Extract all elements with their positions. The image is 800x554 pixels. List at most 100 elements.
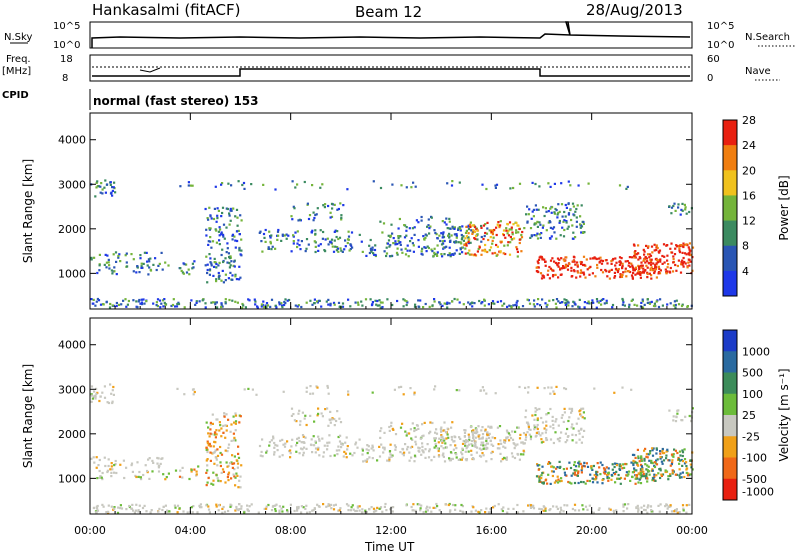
xtick-label: 16:00 bbox=[475, 524, 507, 537]
power-echo-cell bbox=[591, 272, 594, 275]
velocity-echo-cell bbox=[305, 447, 308, 450]
power-echo-cell bbox=[634, 273, 637, 276]
power-echo-cell bbox=[405, 226, 408, 229]
power-echo-cell bbox=[567, 225, 570, 228]
velocity-echo-cell bbox=[365, 448, 368, 451]
power-echo-cell bbox=[675, 244, 678, 247]
velocity-echo-cell bbox=[206, 442, 209, 445]
power-echo-cell bbox=[537, 298, 540, 301]
velocity-echo-cell bbox=[220, 471, 223, 474]
velocity-echo-cell bbox=[650, 509, 653, 512]
power-echo-cell bbox=[564, 301, 567, 304]
power-echo-cell bbox=[650, 300, 653, 303]
power-echo-cell bbox=[98, 253, 101, 256]
velocity-echo-cell bbox=[388, 429, 391, 432]
velocity-echo-cell bbox=[236, 462, 240, 465]
power-echo-cell bbox=[565, 221, 568, 224]
power-echo-cell bbox=[269, 235, 272, 238]
power-echo-cell bbox=[368, 244, 371, 247]
power-echo-cell bbox=[113, 270, 116, 273]
velocity-echo-cell bbox=[642, 475, 646, 478]
power-echo-cell bbox=[666, 270, 669, 273]
power-echo-cell bbox=[685, 253, 688, 256]
power-echo-cell bbox=[604, 268, 607, 272]
power-echo-cell bbox=[637, 264, 640, 267]
power-echo-cell bbox=[396, 242, 399, 246]
power-echo-cell bbox=[90, 298, 93, 301]
power-echo-cell bbox=[291, 180, 294, 183]
power-echo-cell bbox=[647, 301, 650, 304]
velocity-echo-cell bbox=[237, 486, 240, 489]
velocity-echo-cell bbox=[311, 451, 314, 454]
velocity-echo-cell bbox=[152, 461, 155, 464]
power-echo-cell bbox=[220, 215, 223, 218]
velocity-echo-cell bbox=[552, 441, 555, 445]
power-echo-cell bbox=[229, 255, 232, 258]
velocity-echo-cell bbox=[556, 466, 559, 469]
power-echo-cell bbox=[655, 248, 658, 252]
velocity-echo-cell bbox=[524, 433, 527, 436]
power-echo-cell bbox=[298, 244, 301, 247]
velocity-echo-cell bbox=[468, 438, 471, 442]
power-echo-cell bbox=[564, 215, 567, 218]
power-echo-cell bbox=[574, 210, 577, 213]
power-echo-cell bbox=[182, 272, 185, 275]
power-echo-cell bbox=[234, 215, 237, 218]
power-echo-cell bbox=[457, 228, 460, 231]
power-echo-cell bbox=[515, 221, 518, 224]
power-echo-cell bbox=[311, 229, 314, 232]
power-echo-cell bbox=[666, 266, 669, 269]
power-echo-cell bbox=[468, 303, 472, 306]
power-echo-cell bbox=[517, 306, 520, 309]
velocity-echo-cell bbox=[634, 482, 637, 485]
power-echo-cell bbox=[221, 248, 224, 251]
power-echo-cell bbox=[185, 263, 188, 266]
velocity-echo-cell bbox=[351, 504, 354, 507]
velocity-echo-cell bbox=[627, 473, 630, 476]
velocity-echo-cell bbox=[675, 416, 678, 419]
velocity-echo-cell bbox=[474, 445, 477, 448]
velocity-echo-cell bbox=[265, 505, 268, 508]
power-echo-cell bbox=[588, 273, 591, 276]
velocity-echo-cell bbox=[219, 480, 222, 483]
power-echo-cell bbox=[461, 225, 464, 228]
velocity-echo-cell bbox=[334, 503, 337, 506]
velocity-echo-cell bbox=[558, 480, 561, 483]
velocity-echo-cell bbox=[342, 455, 345, 458]
velocity-echo-cell bbox=[110, 462, 113, 465]
velocity-echo-cell bbox=[312, 435, 315, 438]
power-echo-cell bbox=[597, 301, 600, 304]
power-echo-cell bbox=[631, 277, 634, 280]
power-echo-cell bbox=[552, 226, 556, 229]
power-echo-cell bbox=[659, 258, 662, 261]
velocity-echo-cell bbox=[168, 510, 171, 513]
velocity-echo-cell bbox=[543, 427, 546, 430]
power-echo-cell bbox=[396, 299, 399, 303]
velocity-echo-cell bbox=[640, 459, 643, 462]
velocity-echo-cell bbox=[353, 451, 356, 455]
power-echo-cell bbox=[109, 181, 112, 184]
power-echo-cell bbox=[553, 212, 556, 215]
velocity-echo-cell bbox=[571, 423, 574, 426]
velocity-echo-cell bbox=[282, 390, 285, 393]
velocity-echo-cell bbox=[367, 445, 370, 448]
velocity-echo-cell bbox=[281, 454, 284, 457]
power-echo-cell bbox=[650, 274, 653, 277]
velocity-echo-cell bbox=[643, 457, 646, 460]
velocity-echo-cell bbox=[188, 477, 191, 481]
power-echo-cell bbox=[656, 246, 659, 250]
velocity-echo-cell bbox=[573, 469, 576, 472]
power-echo-cell bbox=[647, 245, 650, 248]
power-echo-cell bbox=[347, 230, 350, 233]
power-echo-cell bbox=[206, 281, 209, 284]
velocity-echo-cell bbox=[593, 478, 596, 481]
power-echo-cell bbox=[689, 260, 692, 263]
power-echo-cell bbox=[336, 247, 339, 250]
velocity-echo-cell bbox=[427, 456, 431, 459]
velocity-echo-cell bbox=[365, 511, 368, 514]
power-echo-cell bbox=[506, 232, 509, 235]
power-echo-cell bbox=[453, 226, 456, 229]
velocity-echo-cell bbox=[577, 461, 580, 464]
velocity-echo-cell bbox=[469, 425, 472, 429]
power-echo-cell bbox=[652, 304, 656, 308]
